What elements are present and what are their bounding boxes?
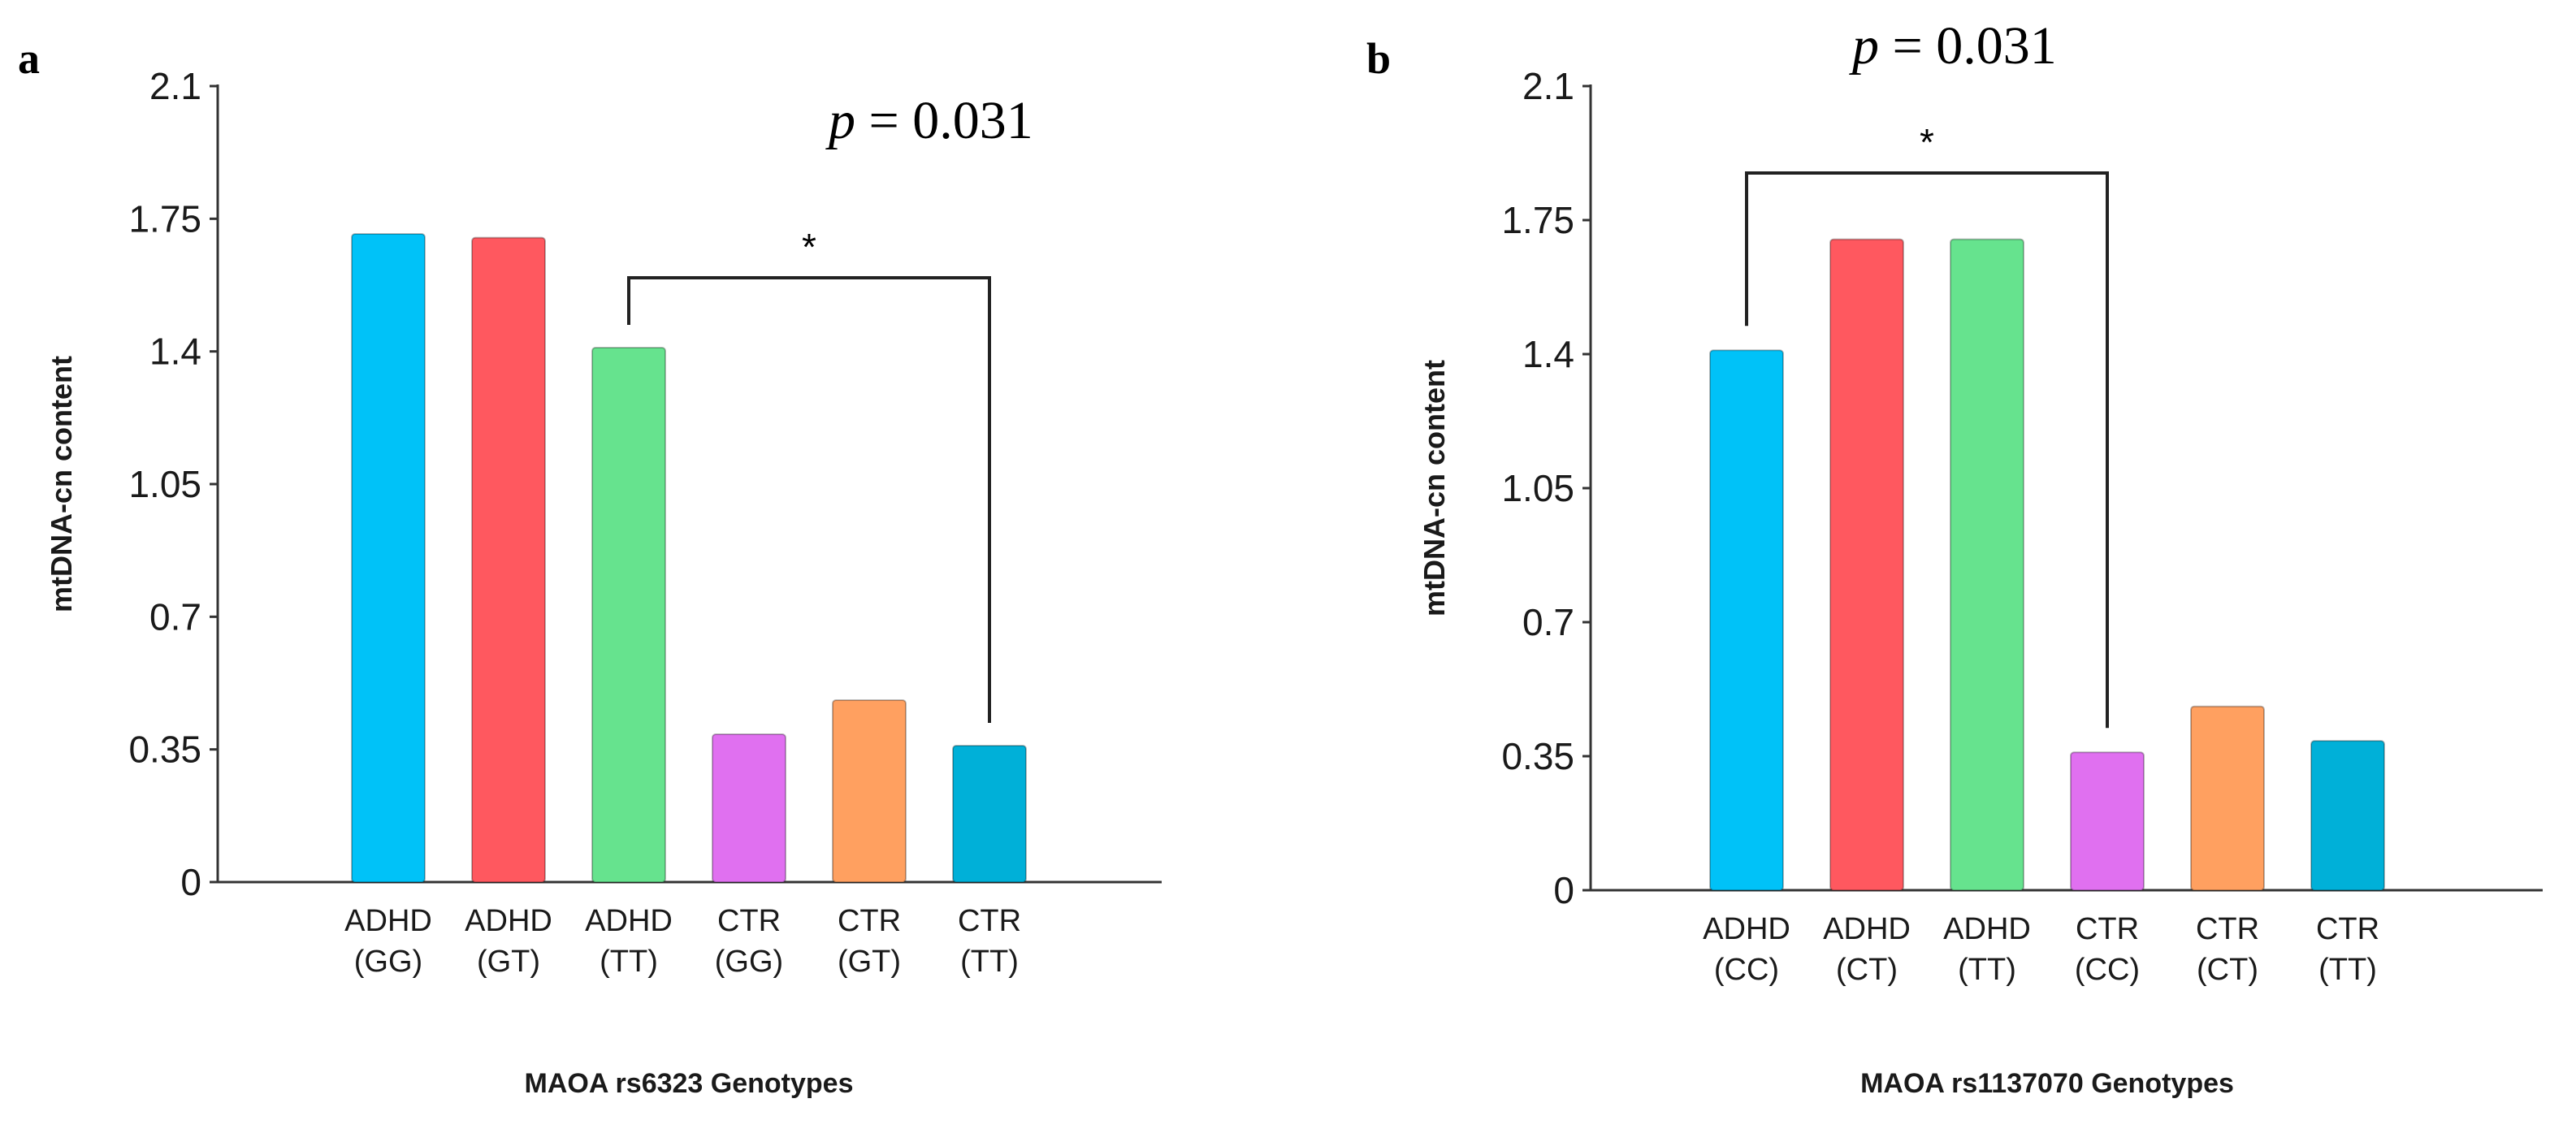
y-tick-label: 0.35 bbox=[1501, 735, 1574, 777]
bar[interactable] bbox=[1709, 349, 1784, 891]
y-axis-label: mtDNA-cn content bbox=[45, 356, 78, 612]
panel-label: b bbox=[1366, 34, 1391, 83]
bar[interactable] bbox=[2070, 751, 2145, 891]
y-tick-label: 1.05 bbox=[1501, 467, 1574, 509]
panel-label: a bbox=[18, 34, 40, 83]
y-tick-label: 1.05 bbox=[128, 463, 201, 505]
significance-star: * bbox=[1920, 121, 1934, 163]
x-category-label-line1: ADHD bbox=[1703, 912, 1790, 946]
bar[interactable] bbox=[1950, 238, 2024, 892]
y-tick-label: 0.7 bbox=[149, 595, 201, 638]
x-category-label-line2: (GG) bbox=[354, 945, 422, 979]
bar[interactable] bbox=[2190, 705, 2265, 892]
y-axis-label: mtDNA-cn content bbox=[1418, 360, 1451, 616]
x-category-label-line1: CTR bbox=[958, 904, 1021, 938]
bar[interactable] bbox=[471, 236, 546, 883]
significance-star: * bbox=[802, 226, 816, 268]
x-category-label-line1: CTR bbox=[2076, 912, 2139, 946]
x-axis-label: MAOA rs1137070 Genotypes bbox=[1860, 1068, 2234, 1099]
x-category-label-line1: CTR bbox=[838, 904, 901, 938]
x-category-label-line1: CTR bbox=[2196, 912, 2259, 946]
bar[interactable] bbox=[2310, 740, 2385, 892]
bar[interactable] bbox=[712, 733, 786, 883]
bar[interactable] bbox=[1829, 238, 1904, 892]
p-symbol: p bbox=[1849, 16, 1879, 76]
bar[interactable] bbox=[591, 347, 666, 883]
y-tick-label: 0.35 bbox=[128, 729, 201, 771]
x-category-label-line2: (GT) bbox=[838, 945, 901, 979]
y-tick-label: 0 bbox=[180, 861, 201, 903]
p-value-text: = 0.031 bbox=[855, 91, 1033, 150]
p-value-annotation: p = 0.031 bbox=[1849, 16, 2057, 76]
x-category-label-line1: ADHD bbox=[344, 904, 432, 938]
x-axis-label: MAOA rs6323 Genotypes bbox=[525, 1068, 854, 1099]
x-category-label-line2: (TT) bbox=[600, 945, 658, 979]
x-category-label-line2: (TT) bbox=[960, 945, 1019, 979]
x-category-label-line2: (GT) bbox=[477, 945, 540, 979]
x-category-label-line2: (GG) bbox=[715, 945, 783, 979]
significance-bracket bbox=[1745, 171, 2109, 729]
y-tick-label: 2.1 bbox=[1522, 65, 1574, 107]
y-tick-label: 0.7 bbox=[1522, 601, 1574, 643]
bar[interactable] bbox=[952, 745, 1027, 883]
p-value-text: = 0.031 bbox=[1879, 16, 2057, 76]
y-tick-label: 1.75 bbox=[1501, 199, 1574, 241]
p-symbol: p bbox=[825, 91, 855, 150]
x-category-label-line1: ADHD bbox=[465, 904, 552, 938]
x-category-label-line1: ADHD bbox=[1823, 912, 1911, 946]
x-category-label-line2: (CT) bbox=[1836, 953, 1898, 987]
significance-bracket bbox=[627, 276, 991, 723]
y-tick-label: 2.1 bbox=[149, 65, 201, 107]
x-category-label-line2: (TT) bbox=[1958, 953, 2016, 987]
bar[interactable] bbox=[832, 699, 907, 883]
x-category-label-line2: (CC) bbox=[1714, 953, 1779, 987]
x-category-label-line2: (TT) bbox=[2318, 953, 2377, 987]
y-tick-label: 1.4 bbox=[1522, 333, 1574, 375]
p-value-annotation: p = 0.031 bbox=[825, 91, 1033, 150]
x-category-label-line2: (CT) bbox=[2197, 953, 2258, 987]
x-category-label-line1: CTR bbox=[2316, 912, 2379, 946]
bar[interactable] bbox=[351, 233, 426, 883]
x-category-label-line1: ADHD bbox=[1943, 912, 2031, 946]
x-category-label-line1: CTR bbox=[717, 904, 781, 938]
y-tick-label: 1.4 bbox=[149, 331, 201, 373]
y-tick-label: 1.75 bbox=[128, 197, 201, 240]
x-category-label-line2: (CC) bbox=[2075, 953, 2140, 987]
x-category-label-line1: ADHD bbox=[585, 904, 673, 938]
y-tick-label: 0 bbox=[1553, 869, 1574, 911]
